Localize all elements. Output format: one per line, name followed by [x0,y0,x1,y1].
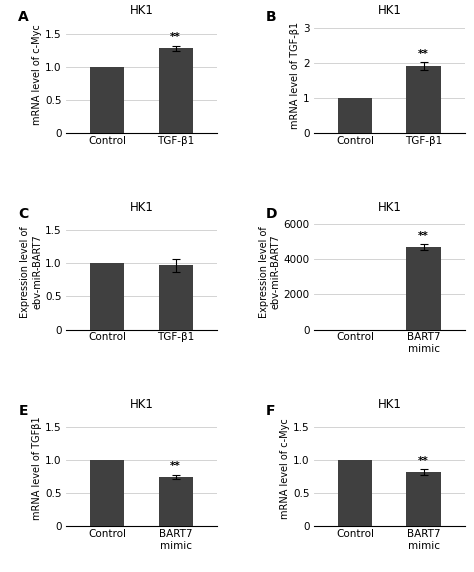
Title: HK1: HK1 [129,398,154,411]
Title: HK1: HK1 [129,201,154,214]
Text: D: D [266,207,278,221]
Y-axis label: mRNA level of c-Myc: mRNA level of c-Myc [32,25,42,125]
Bar [338,98,372,133]
Text: **: ** [418,231,429,241]
Title: HK1: HK1 [377,201,401,214]
Text: B: B [266,10,277,24]
Bar [407,472,441,526]
Bar [159,265,193,329]
Bar [407,247,441,329]
Bar [159,476,193,526]
Text: C: C [18,207,28,221]
Text: E: E [18,404,28,418]
Bar [90,460,124,526]
Y-axis label: Expression level of
ebv-miR-BART7: Expression level of ebv-miR-BART7 [259,226,281,317]
Text: A: A [18,10,29,24]
Title: HK1: HK1 [129,4,154,17]
Text: **: ** [170,461,181,471]
Bar [407,66,441,133]
Text: **: ** [418,456,429,466]
Text: F: F [266,404,276,418]
Bar [90,67,124,133]
Title: HK1: HK1 [377,4,401,17]
Y-axis label: mRNA level of TGF-β1: mRNA level of TGF-β1 [290,21,300,129]
Bar [159,48,193,133]
Text: **: ** [170,32,181,42]
Bar [338,460,372,526]
Title: HK1: HK1 [377,398,401,411]
Y-axis label: Expression level of
ebv-miR-BART7: Expression level of ebv-miR-BART7 [20,226,42,317]
Y-axis label: mRNA level of TGFβ1: mRNA level of TGFβ1 [32,416,42,520]
Y-axis label: mRNA level of c-Myc: mRNA level of c-Myc [280,418,290,519]
Text: **: ** [418,49,429,58]
Bar [90,264,124,329]
